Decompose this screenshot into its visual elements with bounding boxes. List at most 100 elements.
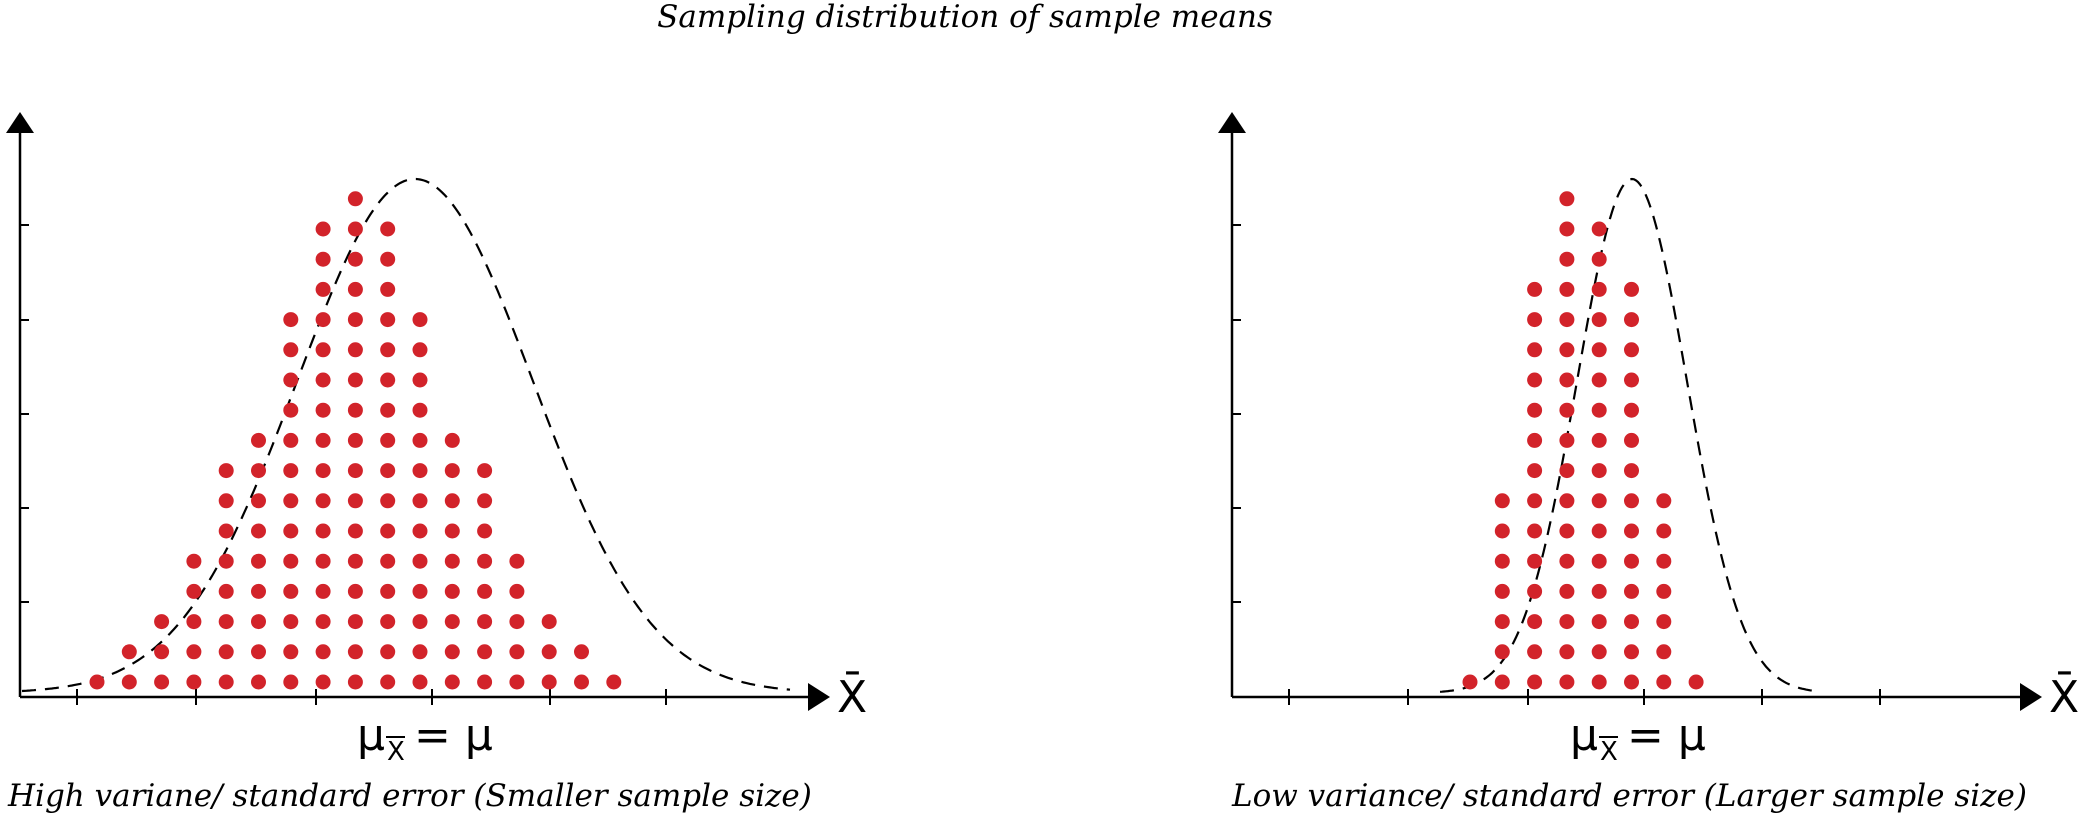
sample-mean-dot [218,463,234,479]
sample-mean-dot [1527,493,1543,509]
sample-mean-dot [574,674,589,690]
sample-mean-dot [251,493,266,509]
sample-mean-dot [1591,312,1607,328]
sample-mean-dot [315,674,331,690]
sample-mean-dot [315,432,331,448]
sample-mean-dot [380,221,396,237]
sample-mean-dot [315,644,331,660]
sample-mean-dot [315,342,331,358]
sample-mean-dot [1494,674,1510,690]
sample-mean-dot [1656,644,1672,660]
sample-mean-dot [380,674,396,690]
sample-mean-dot [283,493,299,509]
sample-mean-dot [347,191,363,207]
sample-mean-dot [315,372,331,388]
sample-mean-dot [186,583,202,599]
sample-mean-dot [477,614,493,630]
sample-mean-dot [251,463,266,479]
sample-mean-dot [1559,493,1575,509]
sample-mean-dot [1527,312,1543,328]
sample-mean-dot [574,644,589,660]
sample-mean-dot [1494,644,1510,660]
sample-mean-dot [315,221,331,237]
sample-mean-dot [1624,432,1639,448]
distribution-curve-right [1439,177,1821,693]
sample-mean-dot [1559,221,1575,237]
sample-mean-dot [1527,674,1543,690]
sample-mean-dot [283,312,299,328]
sample-mean-dot [1656,674,1672,690]
sample-mean-dot [412,583,428,599]
sample-mean-dot [251,553,266,569]
diagram-title: Sampling distribution of sample means [657,0,1273,35]
sample-mean-dot [412,523,428,539]
sample-mean-dot [251,614,266,630]
sample-mean-dot [1591,583,1607,599]
sample-mean-dot [1527,523,1543,539]
sample-mean-dot [1559,402,1575,418]
panel-low-variance: X̄ μ X = μ Low variance/ standard error … [1218,112,2079,814]
sample-mean-dot [283,523,299,539]
sample-mean-dot [347,432,363,448]
sample-mean-dot [218,644,234,660]
caption-right: Low variance/ standard error (Larger sam… [1231,778,2027,814]
sample-mean-dot [121,644,137,660]
sample-mean-dot [444,583,460,599]
sample-mean-dot [412,644,428,660]
sample-mean-dot [412,342,428,358]
sample-mean-dot [1591,493,1607,509]
sample-mean-dot [186,644,202,660]
sample-mean-dot [186,553,202,569]
sample-mean-dot [541,644,557,660]
sample-mean-dot [1591,553,1607,569]
sample-mean-dot [509,674,525,690]
sample-mean-dot [347,644,363,660]
sample-mean-dot [1494,553,1510,569]
sample-mean-dot [347,583,363,599]
sample-mean-dot [1624,312,1639,328]
sample-mean-dot [1688,674,1704,690]
sample-mean-dot [477,463,493,479]
sample-mean-dot [1591,523,1607,539]
sample-mean-dot [347,614,363,630]
sample-mean-dot [186,674,202,690]
sample-mean-dot [283,644,299,660]
sample-mean-dot [509,583,525,599]
sample-mean-dot [380,553,396,569]
sample-mean-dot [380,342,396,358]
sample-mean-dot [1527,342,1543,358]
sample-mean-dot [154,644,170,660]
sample-mean-dot [186,614,202,630]
sample-mean-dot [347,674,363,690]
sample-mean-dot [1559,191,1575,207]
sample-mean-dot [154,674,170,690]
sample-mean-dot [1624,493,1639,509]
mean-subscript: X [387,737,405,767]
sample-mean-dot [444,493,460,509]
caption-left: High variane/ standard error (Smaller sa… [7,778,812,814]
y-axis-arrow-right [1218,112,1246,133]
sample-mean-dot [1527,463,1543,479]
sample-mean-dot [380,523,396,539]
sample-mean-dot [89,674,105,690]
sample-mean-dot [347,553,363,569]
mean-equals-mu: = μ [1627,710,1706,761]
sample-mean-dot [541,674,557,690]
sample-mean-dot [380,312,396,328]
sample-mean-dot [1559,674,1575,690]
sample-mean-dot [380,251,396,267]
sample-mean-dot [477,493,493,509]
sample-mean-dot [1591,281,1607,297]
sample-mean-dot [218,614,234,630]
sample-mean-dot [606,674,622,690]
sample-mean-dot [1527,644,1543,660]
sample-mean-dot [1656,523,1672,539]
distribution-curve-left [21,177,791,693]
sample-mean-dot [1656,553,1672,569]
sample-mean-dot [412,614,428,630]
sample-mean-dot [315,583,331,599]
x-axis-label-right: X̄ [2049,670,2079,723]
sample-mean-dot [315,402,331,418]
sample-mean-dot [1624,281,1639,297]
sample-mean-dot [380,614,396,630]
